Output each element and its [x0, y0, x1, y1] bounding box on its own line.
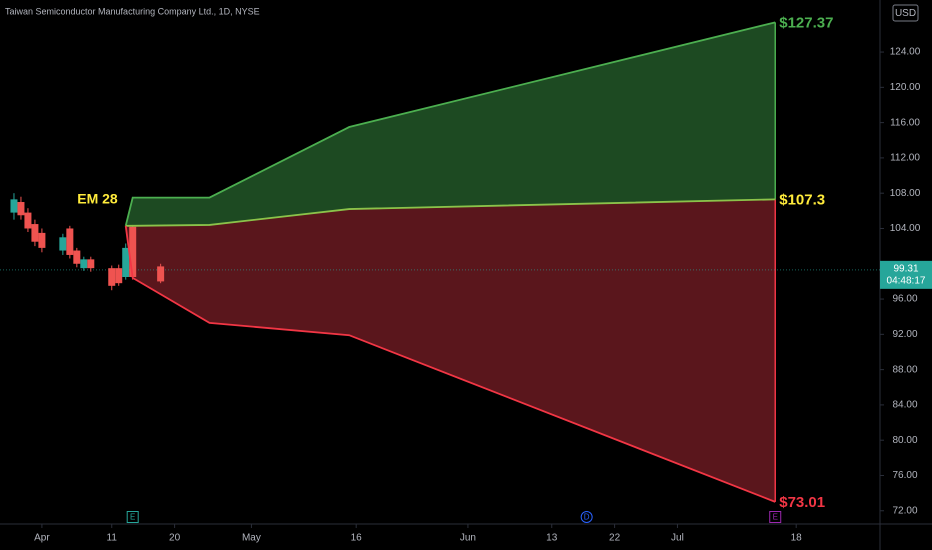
candle-body [157, 266, 165, 282]
x-tick-label: 18 [791, 533, 803, 544]
candle-body [38, 232, 46, 248]
band-fill [125, 22, 776, 226]
y-tick-label: 76.00 [892, 470, 917, 481]
band-fill [125, 199, 776, 502]
candle-body [122, 247, 130, 277]
event-marker [580, 511, 593, 523]
x-tick-label: 22 [609, 533, 621, 544]
y-tick-label: 84.00 [892, 400, 917, 411]
candle-body [24, 212, 32, 229]
currency[interactable]: USD [895, 8, 916, 19]
event-marker [126, 511, 139, 523]
annotation: EM 28 [77, 191, 118, 207]
countdown: 04:48:17 [887, 275, 926, 286]
candle-body [80, 259, 88, 269]
y-tick-label: 96.00 [892, 294, 917, 305]
currency-box[interactable] [892, 4, 919, 22]
event-marker [769, 511, 782, 523]
y-tick-label: 104.00 [890, 223, 921, 234]
x-tick-label: Jul [671, 533, 684, 544]
x-tick-label: 20 [169, 533, 181, 544]
candle-body [73, 250, 81, 264]
x-tick-label: May [242, 533, 261, 544]
candle-body [129, 226, 137, 277]
y-tick-label: 80.00 [892, 435, 917, 446]
x-tick-label: 16 [351, 533, 363, 544]
cone-line [125, 198, 776, 227]
y-tick-label: 116.00 [890, 117, 920, 128]
event-label[interactable]: E [773, 513, 778, 522]
end-label: $73.01 [779, 494, 825, 511]
x-tick-label: Apr [34, 533, 50, 544]
candle-body [31, 224, 39, 242]
end-label: $107.3 [779, 191, 825, 208]
y-tick-label: 120.00 [890, 82, 921, 93]
y-tick-label: 108.00 [890, 188, 921, 199]
candle-body [87, 259, 95, 269]
event-label[interactable]: E [130, 513, 135, 522]
last-price-label: 99.31 [893, 263, 918, 274]
y-tick-label: 72.00 [892, 505, 917, 516]
last-price-box [880, 260, 932, 289]
y-tick-label: 92.00 [892, 329, 917, 340]
end-label: $127.37 [779, 14, 833, 31]
x-tick-label: 11 [107, 533, 118, 544]
y-tick-label: 112.00 [890, 153, 920, 164]
y-tick-label: 124.00 [890, 47, 921, 58]
x-tick-label: Jun [460, 533, 476, 544]
chart-title: Taiwan Semiconductor Manufacturing Compa… [5, 6, 260, 16]
candle-body [108, 268, 116, 286]
candle-body [115, 268, 123, 284]
candle-body [66, 228, 74, 255]
cone-line [124, 225, 776, 503]
candle-body [10, 199, 18, 213]
y-tick-label: 88.00 [892, 364, 917, 375]
cone-line [124, 21, 776, 227]
candle-body [59, 237, 67, 251]
candle-body [17, 202, 25, 216]
event-label[interactable]: D [584, 513, 590, 522]
x-tick-label: 13 [546, 533, 558, 544]
